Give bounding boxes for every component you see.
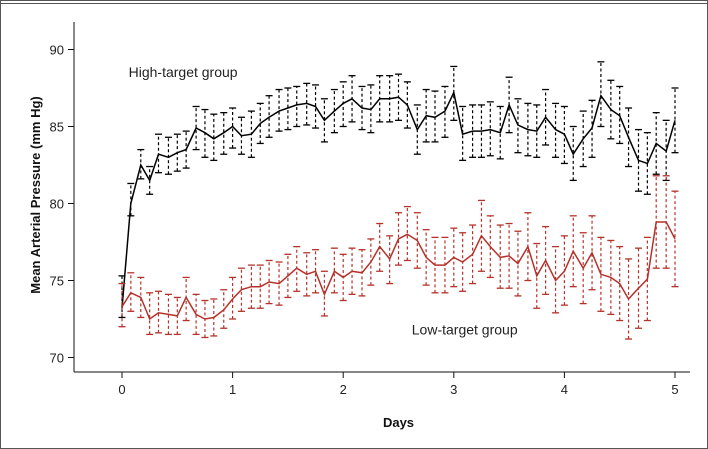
low-target-error-bar (237, 267, 245, 312)
high-target-error-bar (358, 85, 366, 131)
high-target-error-bar (597, 61, 605, 128)
x-tick-label: 3 (450, 382, 457, 397)
high-target-error-bar (552, 102, 560, 158)
high-target-error-bar (330, 88, 338, 134)
x-tick-label: 2 (340, 382, 347, 397)
high-target-error-bar (496, 105, 504, 160)
axis-ticks: 70 75 80 85 90 0 1 2 3 4 5 (50, 43, 679, 398)
y-axis-title: Mean Arterial Pressure (mm Hg) (28, 96, 43, 293)
low-target-error-bar (395, 212, 402, 266)
y-tick-label: 75 (50, 274, 64, 289)
x-tick-label: 4 (561, 382, 568, 397)
y-tick-label: 70 (50, 351, 64, 366)
low-target-mean-line (121, 221, 676, 321)
high-target-error-bar (486, 101, 494, 157)
high-target-error-bar (192, 105, 200, 151)
low-target-error-bar (505, 222, 513, 289)
high-target-error-bar (643, 132, 651, 195)
high-target-error-bar (275, 88, 283, 132)
low-target-error-bar (247, 264, 255, 309)
series-layer (118, 61, 679, 340)
high-target-error-bar (477, 104, 485, 158)
low-target-error-bar (182, 276, 190, 322)
high-target-error-bar (164, 136, 172, 175)
y-tick-label: 85 (50, 120, 64, 135)
label-layer: High-target group Low-target group (129, 64, 518, 337)
low-target-series (118, 175, 679, 340)
low-target-error-bar (229, 276, 237, 320)
high-target-error-bar (312, 84, 320, 129)
x-tick-label: 5 (671, 382, 678, 397)
high-target-error-bar (265, 95, 273, 138)
high-target-mean-line (121, 90, 676, 309)
low-target-error-bar (671, 190, 679, 288)
low-target-error-bar (265, 259, 273, 305)
high-target-error-bar (459, 105, 467, 162)
low-target-error-bar (597, 236, 605, 312)
high-target-error-bar (127, 182, 135, 217)
low-target-error-bar (616, 245, 624, 322)
high-target-series (118, 61, 679, 319)
x-tick-label: 1 (229, 382, 236, 397)
low-target-error-bar (284, 253, 292, 299)
low-target-error-bar (514, 230, 522, 297)
low-target-error-bar (643, 236, 651, 322)
high-target-error-bar (210, 113, 218, 162)
low-target-error-bar (137, 276, 145, 319)
low-target-error-bar (146, 292, 154, 336)
high-target-error-bar (293, 85, 301, 128)
low-target-error-bar (486, 215, 494, 279)
low-target-error-bar (588, 215, 596, 291)
y-tick-label: 80 (50, 197, 64, 212)
high-target-error-bar (450, 65, 458, 121)
low-target-error-bar (607, 239, 615, 316)
low-target-error-bar (403, 205, 411, 262)
low-target-error-bar (303, 252, 311, 297)
high-target-error-bar (524, 102, 532, 157)
low-target-error-bar (256, 264, 264, 309)
high-target-error-bar (320, 98, 328, 143)
high-target-error-bar (533, 104, 541, 158)
high-target-error-bar (256, 102, 264, 145)
x-axis-title: Days (383, 415, 414, 430)
high-target-error-bar (229, 107, 237, 149)
y-tick-label: 90 (50, 43, 64, 58)
high-target-error-bar (220, 111, 228, 155)
high-target-error-bar (284, 87, 292, 131)
high-target-error-bar (569, 125, 577, 182)
high-target-error-bar (303, 82, 311, 126)
low-target-error-bar (154, 290, 162, 334)
high-target-error-bar (514, 98, 522, 154)
high-target-error-bar (671, 87, 679, 154)
low-target-error-bar (192, 293, 200, 336)
low-target-error-bar (164, 293, 172, 336)
low-target-error-bar (312, 249, 320, 294)
high-target-error-bar (137, 148, 145, 180)
high-target-error-bar (469, 104, 477, 158)
low-target-error-bar (496, 224, 504, 289)
high-target-error-bar (431, 90, 439, 143)
high-target-error-bar (422, 88, 430, 143)
plot-area (73, 22, 690, 373)
low-target-label: Low-target group (412, 321, 518, 337)
high-target-error-bar (441, 85, 449, 138)
x-tick-label: 0 (118, 382, 125, 397)
high-target-error-bar (652, 111, 660, 175)
low-target-error-bar (275, 261, 283, 306)
high-target-error-bar (635, 128, 643, 192)
low-target-error-bar (533, 242, 541, 309)
high-target-label: High-target group (129, 64, 238, 80)
low-target-error-bar (118, 282, 126, 328)
